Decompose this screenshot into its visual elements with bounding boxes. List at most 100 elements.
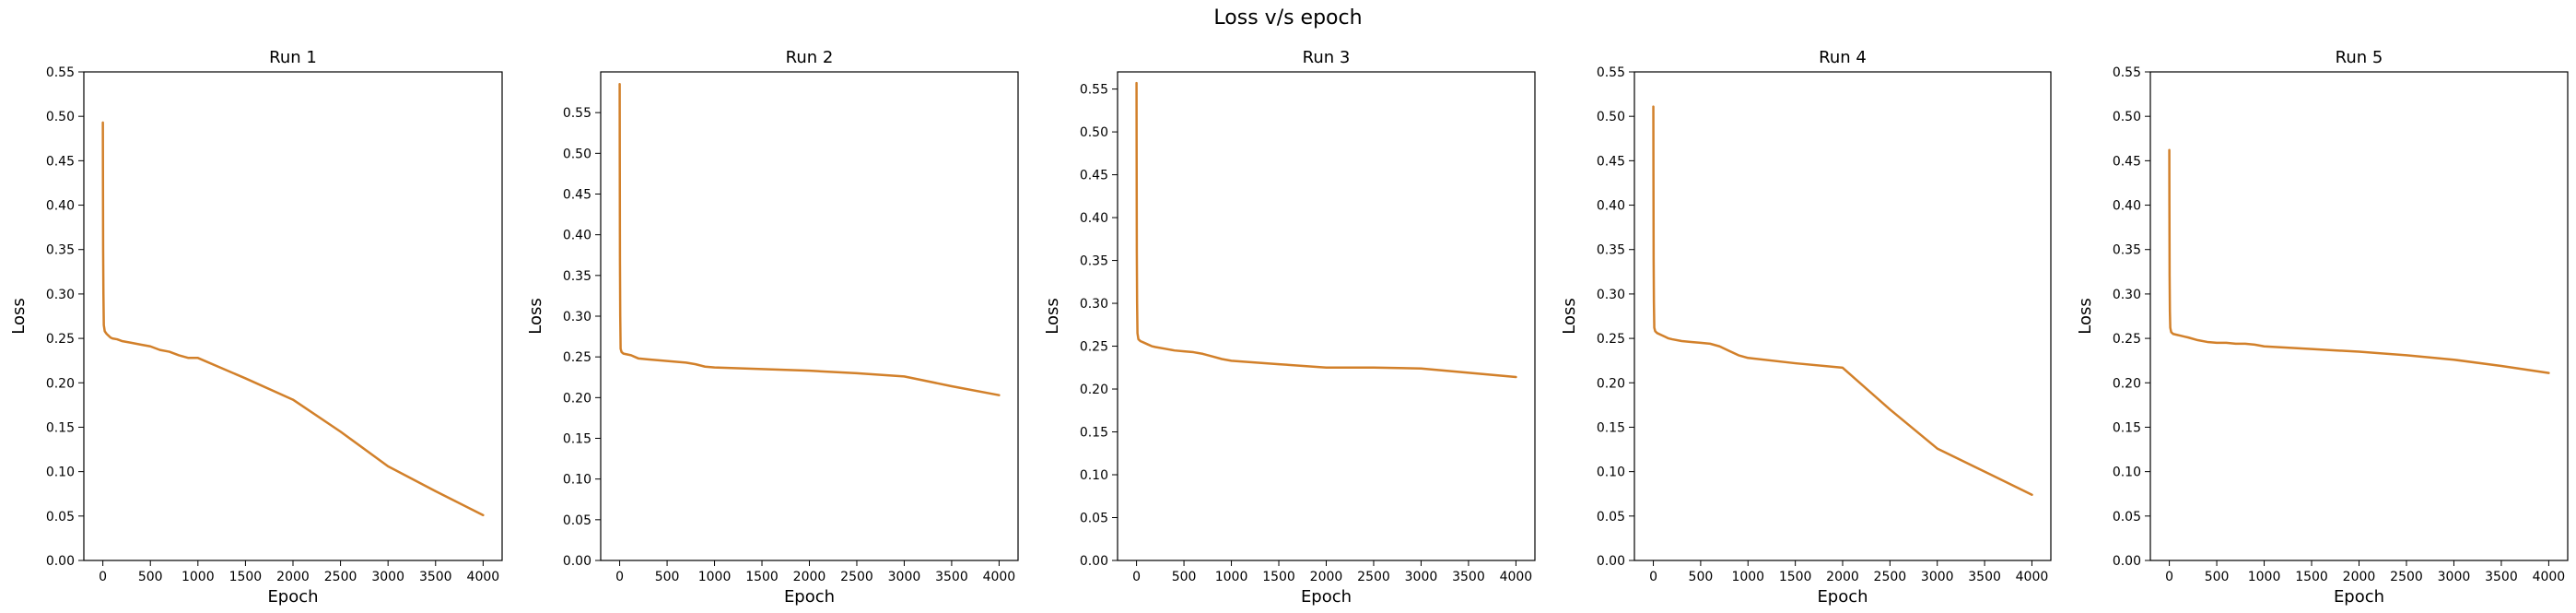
y-tick-label: 0.50 <box>1080 125 1108 140</box>
y-tick-label: 0.00 <box>1080 554 1108 569</box>
y-tick-label: 0.10 <box>563 473 591 488</box>
y-tick-label: 0.15 <box>563 432 591 447</box>
x-tick-label: 0 <box>99 570 107 584</box>
y-tick-label: 0.55 <box>1597 65 1625 80</box>
y-tick-label: 0.20 <box>1080 383 1108 397</box>
x-tick-label: 3500 <box>419 570 452 584</box>
y-tick-label: 0.55 <box>1080 83 1108 98</box>
y-tick-label: 0.45 <box>1597 154 1625 169</box>
figure-title: Loss v/s epoch <box>1213 6 1362 29</box>
x-tick-label: 1500 <box>229 570 263 584</box>
x-tick-label: 3000 <box>888 570 921 584</box>
y-tick-label: 0.30 <box>1080 297 1108 312</box>
x-tick-label: 2500 <box>2390 570 2423 584</box>
subplot-2: Run 2 0 500 1000 1500 2000 2500 3000 3500 4000 0.0… <box>526 48 1019 607</box>
y-tick-label: 0.15 <box>2113 420 2141 435</box>
y-tick-label: 0.25 <box>1597 332 1625 347</box>
y-tick-label: 0.25 <box>1080 340 1108 355</box>
x-tick-label: 1000 <box>2248 570 2281 584</box>
y-tick-label: 0.30 <box>2113 288 2141 302</box>
x-tick-label: 0 <box>615 570 624 584</box>
x-tick-label: 3000 <box>1405 570 1438 584</box>
x-axis-label: Epoch <box>784 587 835 607</box>
y-tick-label: 0.45 <box>563 188 591 203</box>
x-tick-label: 4000 <box>2016 570 2049 584</box>
x-tick-label: 500 <box>1172 570 1197 584</box>
y-tick-label: 0.40 <box>1080 211 1108 226</box>
x-tick-label: 500 <box>1689 570 1714 584</box>
x-tick-label: 500 <box>655 570 680 584</box>
y-tick-label: 0.40 <box>563 229 591 243</box>
x-tick-label: 3500 <box>935 570 968 584</box>
y-tick-label: 0.10 <box>1080 468 1108 483</box>
subplot-1: Run 1 0 500 1000 1500 2000 2500 3000 3500 4000 0.0… <box>9 48 503 607</box>
y-tick-label: 0.00 <box>1597 554 1625 569</box>
y-tick-label: 0.25 <box>2113 332 2141 347</box>
y-tick-label: 0.05 <box>46 510 75 525</box>
x-tick-label: 4000 <box>1500 570 1533 584</box>
y-tick-label: 0.00 <box>46 554 75 569</box>
x-tick-label: 2500 <box>1874 570 1907 584</box>
y-tick-label: 0.05 <box>563 513 591 528</box>
y-tick-label: 0.30 <box>1597 288 1625 302</box>
y-axis-label: Loss <box>1560 298 1579 334</box>
x-tick-label: 3000 <box>2438 570 2471 584</box>
subplot-title: Run 1 <box>269 48 317 67</box>
y-tick-label: 0.10 <box>1597 466 1625 480</box>
x-tick-label: 500 <box>2205 570 2230 584</box>
x-tick-label: 3500 <box>1452 570 1485 584</box>
x-tick-label: 4000 <box>467 570 500 584</box>
y-axis-label: Loss <box>526 298 545 334</box>
x-axis-label: Epoch <box>2334 587 2384 607</box>
y-tick-label: 0.35 <box>563 269 591 284</box>
y-tick-label: 0.50 <box>2113 110 2141 124</box>
y-axis-label: Loss <box>9 298 29 334</box>
y-tick-label: 0.20 <box>563 391 591 406</box>
y-tick-label: 0.45 <box>1080 169 1108 183</box>
x-tick-label: 3000 <box>1921 570 1954 584</box>
x-axis-label: Epoch <box>1301 587 1352 607</box>
y-tick-label: 0.20 <box>1597 376 1625 391</box>
x-tick-label: 4000 <box>983 570 1016 584</box>
x-tick-label: 1000 <box>698 570 732 584</box>
x-tick-label: 2000 <box>1826 570 1859 584</box>
y-axis-label: Loss <box>1043 298 1062 334</box>
y-tick-label: 0.20 <box>2113 376 2141 391</box>
y-tick-label: 0.00 <box>2113 554 2141 569</box>
x-tick-label: 500 <box>138 570 163 584</box>
y-tick-label: 0.40 <box>2113 199 2141 214</box>
y-tick-label: 0.45 <box>2113 154 2141 169</box>
y-tick-label: 0.50 <box>1597 110 1625 124</box>
y-tick-label: 0.45 <box>46 154 75 169</box>
x-tick-label: 0 <box>1649 570 1657 584</box>
x-tick-label: 4000 <box>2533 570 2566 584</box>
y-tick-label: 0.55 <box>563 106 591 121</box>
y-tick-label: 0.35 <box>1597 243 1625 258</box>
series-line <box>618 83 1001 396</box>
x-tick-label: 2000 <box>1310 570 1343 584</box>
x-tick-label: 1000 <box>1731 570 1764 584</box>
subplot-5: Run 5 0 500 1000 1500 2000 2500 3000 3500 4000 0.0… <box>2076 48 2569 607</box>
y-tick-label: 0.05 <box>1597 510 1625 525</box>
y-tick-label: 0.15 <box>46 420 75 435</box>
y-tick-label: 0.20 <box>46 376 75 391</box>
subplot-4: Run 4 0 500 1000 1500 2000 2500 3000 3500 4000 0.0… <box>1560 48 2052 607</box>
subplot-title: Run 5 <box>2336 48 2383 67</box>
x-tick-label: 3000 <box>371 570 404 584</box>
x-tick-label: 3500 <box>1968 570 2001 584</box>
x-tick-label: 1500 <box>1779 570 1812 584</box>
x-tick-label: 2000 <box>793 570 826 584</box>
y-tick-label: 0.50 <box>46 110 75 124</box>
y-tick-label: 0.35 <box>46 243 75 258</box>
subplots-container: Run 1 0 500 1000 1500 2000 2500 3000 3500 4000 0.0… <box>9 48 2569 607</box>
x-tick-label: 0 <box>1132 570 1141 584</box>
y-tick-label: 0.00 <box>563 554 591 569</box>
y-tick-label: 0.35 <box>2113 243 2141 258</box>
x-tick-label: 0 <box>2165 570 2173 584</box>
x-tick-label: 2500 <box>324 570 357 584</box>
x-tick-label: 1000 <box>181 570 215 584</box>
subplot-title: Run 2 <box>786 48 834 67</box>
series-line <box>101 121 485 517</box>
y-tick-label: 0.40 <box>46 199 75 214</box>
